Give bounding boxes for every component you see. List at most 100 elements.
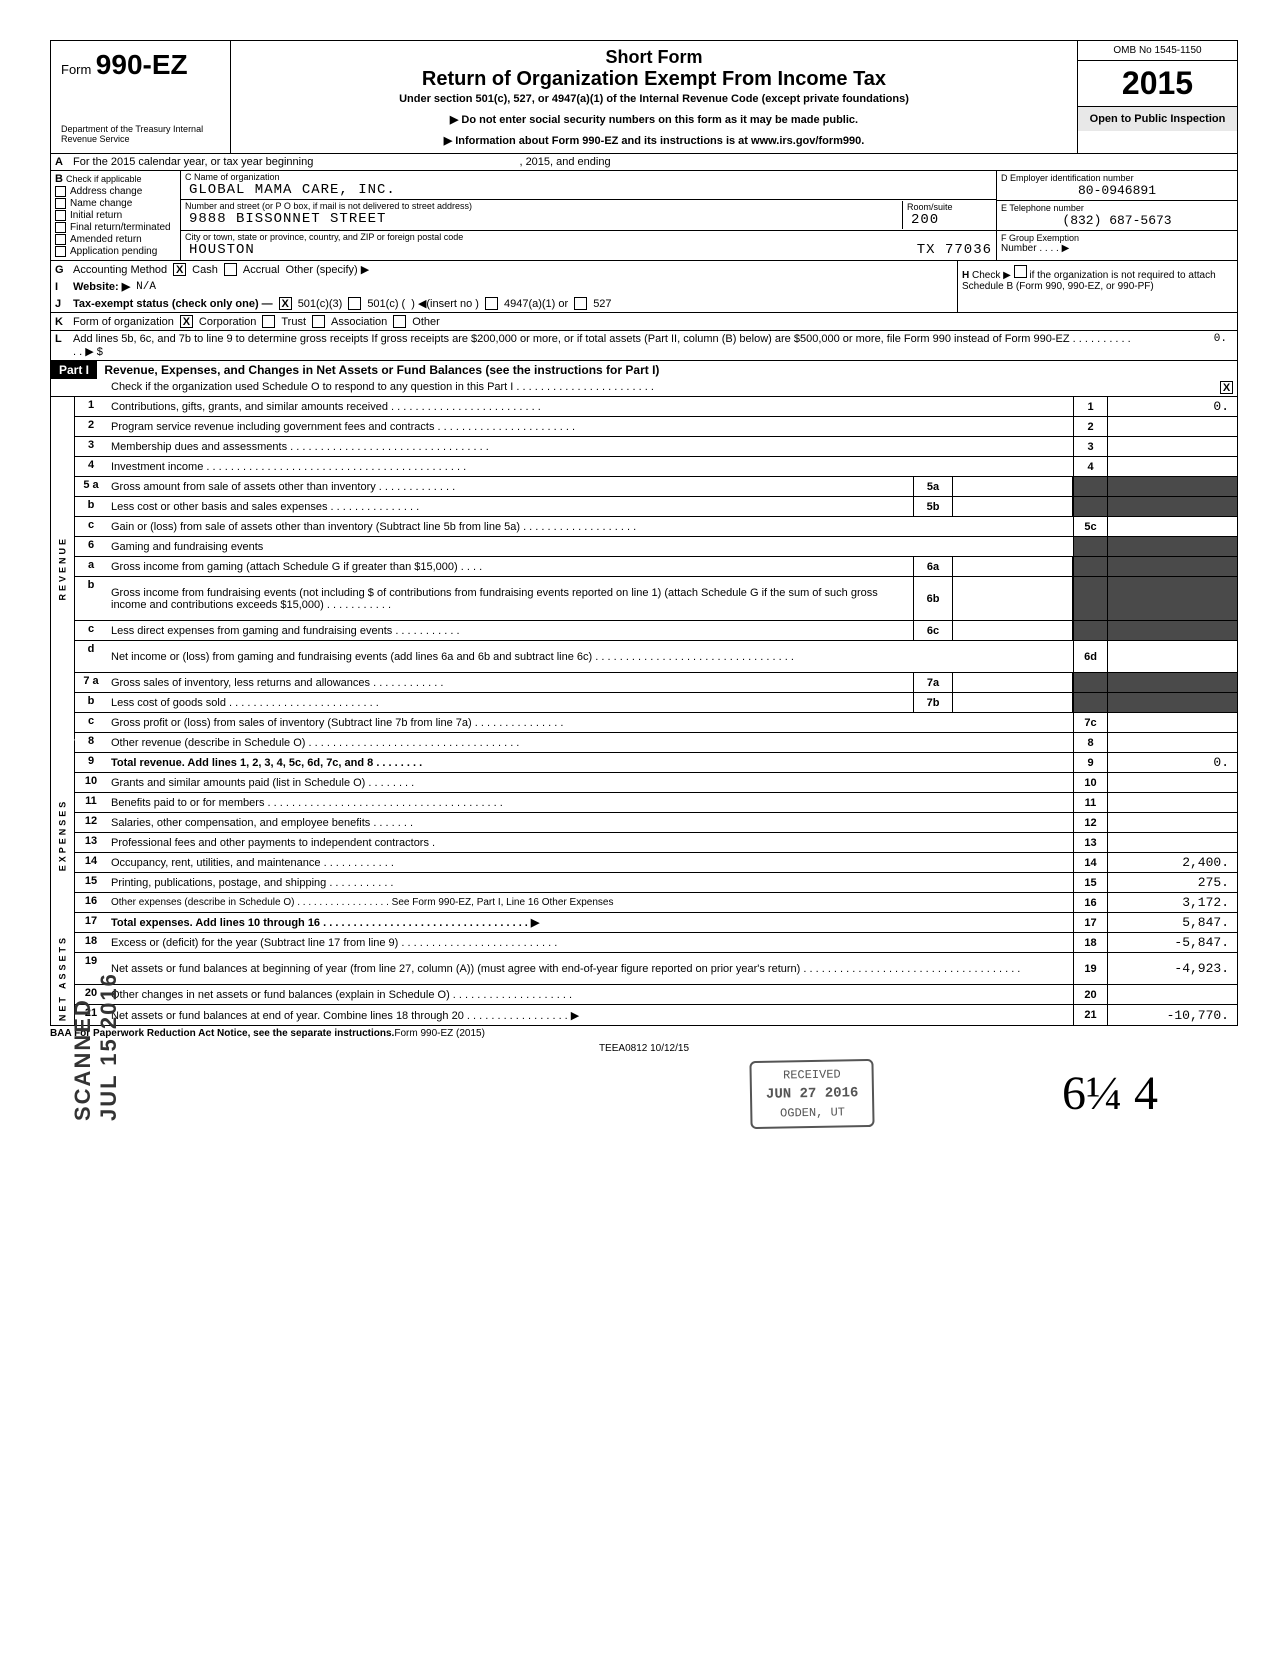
line-10: 10Grants and similar amounts paid (list … [75,773,1237,793]
line-14: 14Occupancy, rent, utilities, and mainte… [75,853,1237,873]
footer: BAA For Paperwork Reduction Act Notice, … [50,1026,1238,1041]
check-other[interactable] [393,315,406,328]
part1-check[interactable]: X [1220,381,1233,394]
c-street-label: Number and street (or P O box, if mail i… [185,201,902,211]
line-7b: bLess cost of goods sold . . . . . . . .… [75,693,1237,713]
note1: ▶ Do not enter social security numbers o… [241,113,1067,126]
check-527[interactable] [574,297,587,310]
check-501c[interactable] [348,297,361,310]
line-6c: cLess direct expenses from gaming and fu… [75,621,1237,641]
c-name-label: C Name of organization [185,172,992,182]
label-a: A [51,154,69,170]
section-bcdef: B Check if applicable Address change Nam… [50,170,1238,261]
footer-right: Form 990-EZ (2015) [394,1028,485,1039]
label-b: B [55,173,63,185]
vlabel-revenue: REVENUE [51,397,75,740]
check-501c3[interactable]: X [279,297,292,310]
col-def: D Employer identification number 80-0946… [997,171,1237,260]
check-corp[interactable]: X [180,315,193,328]
check-name[interactable]: Name change [55,198,176,209]
c-city-label: City or town, state or province, country… [185,232,992,242]
website: N/A [136,281,156,293]
phone: (832) 687-5673 [1001,213,1233,228]
line-2: 2Program service revenue including gover… [75,417,1237,437]
row-l: L Add lines 5b, 6c, and 7b to line 9 to … [50,331,1238,361]
header-right: OMB No 1545-1150 2015 Open to Public Ins… [1077,41,1237,153]
street-address: 9888 BISSONNET STREET [185,211,902,227]
header-left: Form 990-EZ Department of the Treasury I… [51,41,231,153]
check-cash[interactable]: X [173,263,186,276]
footer2: TEEA0812 10/12/15 [50,1041,1238,1056]
check-pending[interactable]: Application pending [55,246,176,257]
state-zip: TX 77036 [913,242,992,258]
row-h: H Check ▶ if the organization is not req… [957,261,1237,312]
row-g: G Accounting Method XCash Accrual Other … [51,261,957,278]
line-5b: bLess cost or other basis and sales expe… [75,497,1237,517]
footer-center: TEEA0812 10/12/15 [50,1043,1238,1054]
row-f: F Group Exemption Number . . . . ▶ [997,231,1237,256]
line-19: 19Net assets or fund balances at beginni… [75,953,1237,985]
line-6d: dNet income or (loss) from gaming and fu… [75,641,1237,673]
check-address[interactable]: Address change [55,186,176,197]
received-stamp: RECEIVED JUN 27 2016 OGDEN, UT [749,1059,875,1129]
form-number: 990-EZ [96,62,188,77]
line-5a: 5 aGross amount from sale of assets othe… [75,477,1237,497]
line-15: 15Printing, publications, postage, and s… [75,873,1237,893]
line-21: 21Net assets or fund balances at end of … [75,1005,1237,1025]
part1-label: Part I [51,361,97,379]
city: HOUSTON [185,242,913,258]
tax-year: 2015 [1078,61,1237,107]
check-amended[interactable]: Amended return [55,234,176,245]
note2: ▶ Information about Form 990-EZ and its … [241,134,1067,147]
org-name: GLOBAL MAMA CARE, INC. [185,182,992,198]
line-4: 4Investment income . . . . . . . . . . .… [75,457,1237,477]
row-a-text: For the 2015 calendar year, or tax year … [73,156,313,168]
rows-ghijk: G Accounting Method XCash Accrual Other … [50,261,1238,331]
line-18: 18Excess or (deficit) for the year (Subt… [75,933,1237,953]
signature-marks: 6¼ 4 [50,1066,1238,1121]
room-suite: Room/suite 200 [902,201,992,229]
col-c: C Name of organization GLOBAL MAMA CARE,… [181,171,997,260]
row-a-mid: , 2015, and ending [519,156,610,168]
part1-subtitle: Check if the organization used Schedule … [111,381,654,394]
row-a-content: For the 2015 calendar year, or tax year … [69,154,1237,170]
title-sub: Return of Organization Exempt From Incom… [241,68,1067,91]
check-initial[interactable]: Initial return [55,210,176,221]
check-assoc[interactable] [312,315,325,328]
public-inspection: Open to Public Inspection [1078,107,1237,131]
check-accrual[interactable] [224,263,237,276]
omb-number: OMB No 1545-1150 [1078,41,1237,61]
line-3: 3Membership dues and assessments . . . .… [75,437,1237,457]
line-17: 17Total expenses. Add lines 10 through 1… [75,913,1237,933]
ein: 80-0946891 [1001,183,1233,198]
line-13: 13Professional fees and other payments t… [75,833,1237,853]
line-5c: cGain or (loss) from sale of assets othe… [75,517,1237,537]
line-11: 11Benefits paid to or for members . . . … [75,793,1237,813]
check-4947[interactable] [485,297,498,310]
b-header: Check if applicable [66,174,142,184]
part1-header-row: Part I Revenue, Expenses, and Changes in… [50,361,1238,397]
row-a: A For the 2015 calendar year, or tax yea… [50,153,1238,170]
line-7a: 7 aGross sales of inventory, less return… [75,673,1237,693]
form-prefix: Form [61,62,91,77]
subtitle: Under section 501(c), 527, or 4947(a)(1)… [241,93,1067,105]
form-header: Form 990-EZ Department of the Treasury I… [50,40,1238,153]
check-final[interactable]: Final return/terminated [55,222,176,233]
line-12: 12Salaries, other compensation, and empl… [75,813,1237,833]
scanned-stamp: SCANNED JUL 15 2016 [70,960,122,1121]
line-7c: cGross profit or (loss) from sales of in… [75,713,1237,733]
row-k: K Form of organization XCorporation Trus… [51,312,1237,330]
row-e: E Telephone number (832) 687-5673 [997,201,1237,231]
form-page: Form 990-EZ Department of the Treasury I… [50,40,1238,1121]
check-h[interactable] [1014,265,1027,278]
line-6a: aGross income from gaming (attach Schedu… [75,557,1237,577]
header-center: Short Form Return of Organization Exempt… [231,41,1077,153]
row-i: I Website: ▶ N/A [51,278,957,295]
row-d: D Employer identification number 80-0946… [997,171,1237,201]
title-main: Short Form [241,47,1067,68]
line-8: 8Other revenue (describe in Schedule O) … [75,733,1237,753]
part1-title: Revenue, Expenses, and Changes in Net As… [100,361,663,379]
row-j: J Tax-exempt status (check only one) — X… [51,295,957,312]
vlabel-expenses: EXPENSES [51,740,75,930]
check-trust[interactable] [262,315,275,328]
